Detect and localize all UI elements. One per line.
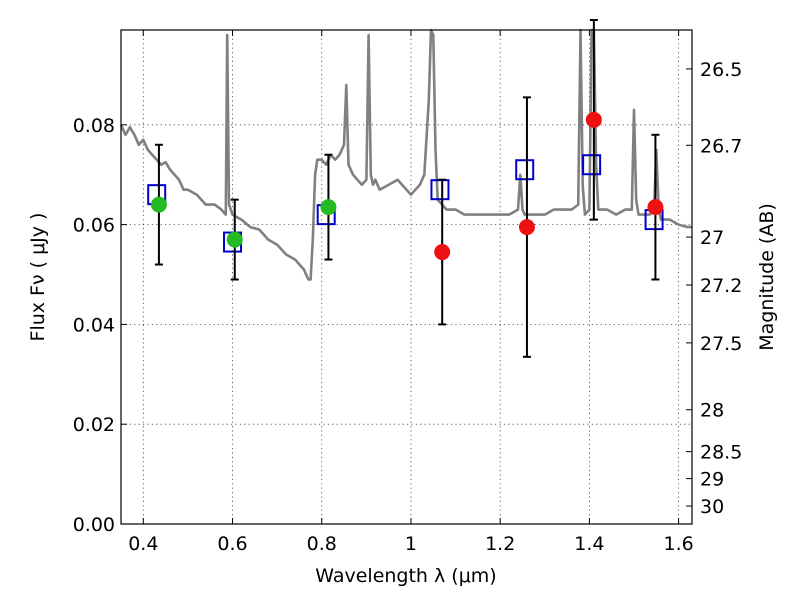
x-tick-label: 0.4 [128,533,158,555]
plot-frame [120,29,693,525]
y-axis-label: Flux Fν ( μJy ) [27,213,49,342]
right-tick-label: 30 [700,496,724,518]
right-tick-label: 26.7 [700,135,742,157]
right-tick-label: 27.2 [700,275,742,297]
ticks [121,30,692,525]
y-tick-label: 0.08 [73,115,115,137]
detection-point-green [226,231,243,248]
right-tick-label: 28.5 [700,442,742,464]
x-tick-label: 1.4 [574,533,604,555]
y-tick-label: 0.04 [73,314,115,336]
x-axis-label: Wavelength λ (μm) [315,565,496,587]
detection-point-red [434,244,451,261]
detection-point-green [320,199,337,216]
x-tick-label: 0.8 [307,533,337,555]
detection-point-red [518,219,535,236]
tick-labels: 0.4 0.6 0.8 1 1.2 1.4 1.6 0.00 0.02 0.04 0.06 0.08 2… [73,59,743,555]
y-tick-label: 0.00 [73,514,115,536]
detection-point-red [585,111,602,128]
right-tick-label: 26.5 [700,59,742,81]
right-tick-label: 27.5 [700,333,742,355]
right-tick-label: 28 [700,400,724,422]
x-tick-label: 1 [405,533,417,555]
right-tick-label: 27 [700,227,724,249]
detection-point-green [150,196,167,213]
x-tick-label: 1.2 [485,533,515,555]
detection-point-red [647,199,664,216]
right-tick-label: 29 [700,469,724,491]
model-flux-square [515,159,535,181]
y-tick-label: 0.02 [73,414,115,436]
x-tick-label: 1.6 [664,533,694,555]
series-layer [119,19,692,358]
model-flux-square [582,154,602,176]
y-tick-label: 0.06 [73,215,115,237]
plot-background [121,30,692,524]
x-tick-label: 0.6 [217,533,247,555]
y-axis-right-label: Magnitude (AB) [756,203,778,351]
